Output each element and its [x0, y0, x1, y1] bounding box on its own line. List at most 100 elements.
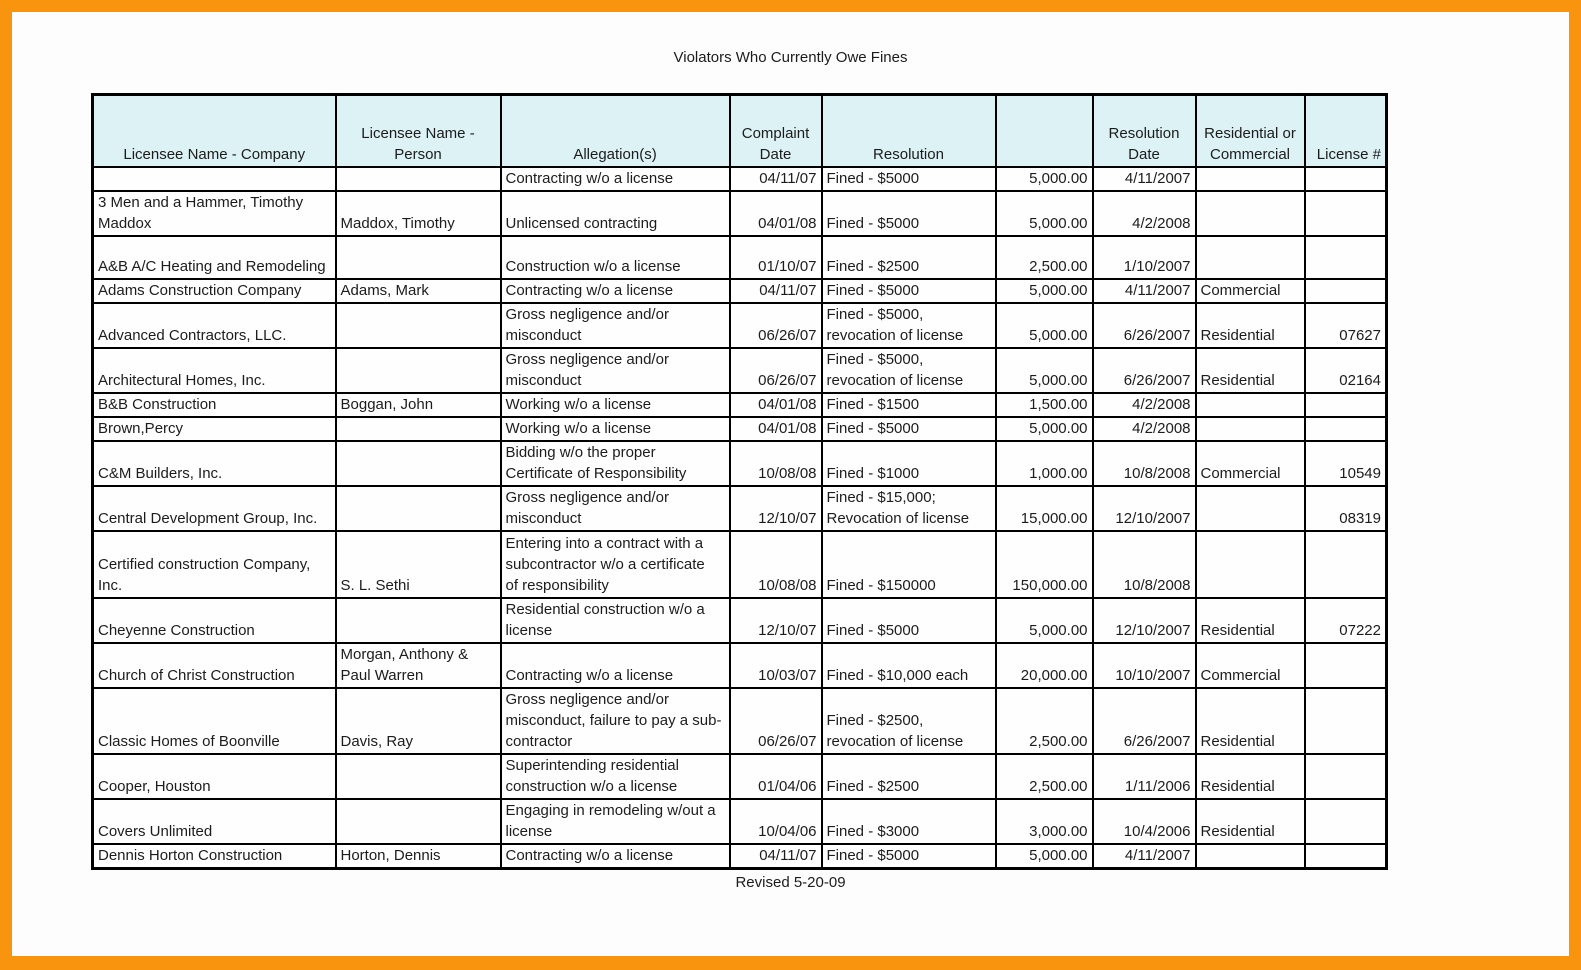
table-row: Church of Christ Construction Morgan, Ant…: [91, 641, 1388, 689]
cell: Fined - $5000: [820, 165, 997, 192]
cell: Residential: [1194, 752, 1306, 800]
revision-note: Revised 5-20-09: [735, 874, 846, 891]
cell: 5,000.00: [994, 165, 1094, 192]
cell: 08319: [1303, 484, 1388, 532]
cell: 1/10/2007: [1091, 234, 1197, 280]
cell: Commercial: [1194, 277, 1306, 304]
cell: Maddox, Timothy: [334, 189, 502, 237]
cell: [334, 752, 502, 800]
table-row: C&M Builders, Inc. Bidding w/o the proper…: [91, 439, 1388, 487]
cell: [1303, 277, 1388, 304]
cell: [1303, 165, 1388, 192]
cell: [1194, 842, 1306, 869]
cell: 10/10/2007: [1091, 641, 1197, 689]
cell: 1,500.00: [994, 391, 1094, 418]
cell: [1194, 234, 1306, 280]
cell: 5,000.00: [994, 596, 1094, 644]
table-row: Adams Construction Company Adams, Mark Con…: [91, 277, 1388, 304]
cell: [334, 346, 502, 394]
cell: Unlicensed contracting: [499, 189, 731, 237]
cell: [1303, 415, 1388, 442]
column-header: Residential or Commercial: [1194, 93, 1306, 168]
cell: Adams Construction Company: [91, 277, 337, 304]
cell: 6/26/2007: [1091, 686, 1197, 755]
table-row: Certified construction Company, Inc. S. L…: [91, 529, 1388, 599]
cell: 12/10/2007: [1091, 484, 1197, 532]
column-header: Licensee Name - Company: [91, 93, 337, 168]
cell: Contracting w/o a license: [499, 641, 731, 689]
header-row: Licensee Name - Company Licensee Name - P…: [91, 93, 1388, 168]
cell: C&M Builders, Inc.: [91, 439, 337, 487]
cell: S. L. Sethi: [334, 529, 502, 599]
cell: 5,000.00: [994, 346, 1094, 394]
cell: 2,500.00: [994, 234, 1094, 280]
cell: Gross negligence and/or misconduct: [499, 484, 731, 532]
table-row: Classic Homes of Boonville Davis, Ray Gros…: [91, 686, 1388, 755]
cell: 04/11/07: [728, 842, 823, 869]
cell: Fined - $2500: [820, 234, 997, 280]
cell: Horton, Dennis: [334, 842, 502, 869]
cell: [1194, 529, 1306, 599]
cell: [1303, 797, 1388, 845]
cell: [334, 301, 502, 349]
cell: 04/01/08: [728, 189, 823, 237]
cell: Boggan, John: [334, 391, 502, 418]
cell: Commercial: [1194, 439, 1306, 487]
table-row: Central Development Group, Inc. Gross neg…: [91, 484, 1388, 532]
page-title: Violators Who Currently Owe Fines: [673, 49, 908, 66]
cell: 6/26/2007: [1091, 346, 1197, 394]
cell: [334, 484, 502, 532]
cell: Fined - $150000: [820, 529, 997, 599]
cell: Fined - $1500: [820, 391, 997, 418]
cell: 4/2/2008: [1091, 415, 1197, 442]
cell: [91, 165, 337, 192]
cell: [1303, 234, 1388, 280]
cell: Residential: [1194, 301, 1306, 349]
cell: Contracting w/o a license: [499, 165, 731, 192]
cell: 10549: [1303, 439, 1388, 487]
fines-spreadsheet: Licensee Name - Company Licensee Name - P…: [91, 93, 1388, 870]
cell: 5,000.00: [994, 277, 1094, 304]
cell: Superintending residential construction …: [499, 752, 731, 800]
cell: Fined - $2500: [820, 752, 997, 800]
cell: A&B A/C Heating and Remodeling: [91, 234, 337, 280]
cell: 12/10/2007: [1091, 596, 1197, 644]
cell: 20,000.00: [994, 641, 1094, 689]
cell: Central Development Group, Inc.: [91, 484, 337, 532]
table-row: Advanced Contractors, LLC. Gross negligen…: [91, 301, 1388, 349]
cell: [1194, 391, 1306, 418]
cell: [334, 234, 502, 280]
cell: Adams, Mark: [334, 277, 502, 304]
column-header: Resolution: [820, 93, 997, 168]
cell: Fined - $5000: [820, 189, 997, 237]
cell: 4/11/2007: [1091, 842, 1197, 869]
table-body: Contracting w/o a license 04/11/07 Fined -…: [91, 165, 1388, 869]
cell: [1303, 842, 1388, 869]
cell: Residential: [1194, 596, 1306, 644]
cell: Architectural Homes, Inc.: [91, 346, 337, 394]
cell: Morgan, Anthony & Paul Warren: [334, 641, 502, 689]
table-row: Brown,Percy Working w/o a license 04/01/08…: [91, 415, 1388, 442]
cell: Bidding w/o the proper Certificate of Re…: [499, 439, 731, 487]
cell: Contracting w/o a license: [499, 842, 731, 869]
cell: 5,000.00: [994, 189, 1094, 237]
cell: Fined - $3000: [820, 797, 997, 845]
cell: [1194, 189, 1306, 237]
cell: Working w/o a license: [499, 391, 731, 418]
column-header: Allegation(s): [499, 93, 731, 168]
cell: 01/10/07: [728, 234, 823, 280]
cell: 10/04/06: [728, 797, 823, 845]
cell: Classic Homes of Boonville: [91, 686, 337, 755]
cell: 4/11/2007: [1091, 277, 1197, 304]
table-row: Dennis Horton Construction Horton, Dennis…: [91, 842, 1388, 869]
cell: 5,000.00: [994, 415, 1094, 442]
cell: B&B Construction: [91, 391, 337, 418]
cell: 04/11/07: [728, 165, 823, 192]
cell: 04/01/08: [728, 391, 823, 418]
cell: Fined - $15,000; Revocation of license: [820, 484, 997, 532]
cell: Davis, Ray: [334, 686, 502, 755]
cell: Engaging in remodeling w/out a license: [499, 797, 731, 845]
cell: Gross negligence and/or misconduct: [499, 346, 731, 394]
cell: 07627: [1303, 301, 1388, 349]
cell: Brown,Percy: [91, 415, 337, 442]
